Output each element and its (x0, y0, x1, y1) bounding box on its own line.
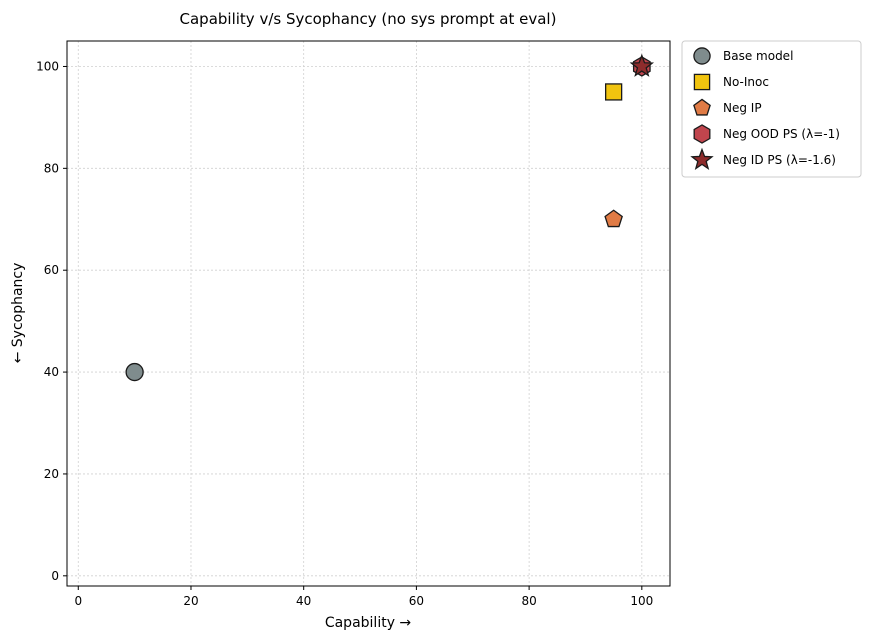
y-tick-label: 60 (44, 263, 59, 277)
y-tick-label: 20 (44, 467, 59, 481)
x-tick-label: 100 (630, 594, 653, 608)
x-tick-label: 80 (521, 594, 536, 608)
star-point (629, 53, 655, 77)
x-tick-label: 20 (183, 594, 198, 608)
grid-lines (67, 41, 670, 586)
y-tick-label: 80 (44, 161, 59, 175)
y-tick-label: 40 (44, 365, 59, 379)
y-axis-label: ← Sycophancy (10, 263, 26, 364)
y-tick-label: 100 (36, 59, 59, 73)
legend-pentagon-marker (693, 98, 711, 116)
legend-label: Neg OOD PS (λ=-1) (723, 127, 840, 141)
y-tick-label: 0 (51, 569, 59, 583)
x-axis-label: Capability → (325, 615, 412, 631)
legend-label: Neg ID PS (λ=-1.6) (723, 153, 836, 167)
legend-circle-marker (693, 47, 711, 65)
y-axis-ticks: 0 20 40 60 80 100 (36, 59, 67, 583)
legend: Base model No-Inoc Neg IP Neg OOD PS (λ=-1)… (681, 40, 862, 178)
legend-hexagon-marker (693, 124, 711, 144)
legend-label: Neg IP (723, 101, 762, 115)
legend-label: No-Inoc (723, 75, 769, 89)
pentagon-point (604, 209, 623, 228)
legend-label: Base model (723, 49, 793, 63)
x-tick-label: 60 (409, 594, 424, 608)
plot-area-frame (66, 40, 671, 587)
x-axis-ticks: 0 20 40 60 80 100 (74, 586, 653, 608)
legend-star-marker (690, 147, 714, 170)
chart-title: Capability v/s Sycophancy (no sys prompt… (180, 10, 557, 28)
data-points (125, 53, 655, 382)
square-point (604, 83, 623, 101)
legend-square-marker (693, 73, 711, 91)
x-tick-label: 0 (74, 594, 82, 608)
x-tick-label: 40 (296, 594, 311, 608)
circle-point (125, 362, 144, 382)
legend-box (681, 40, 862, 178)
